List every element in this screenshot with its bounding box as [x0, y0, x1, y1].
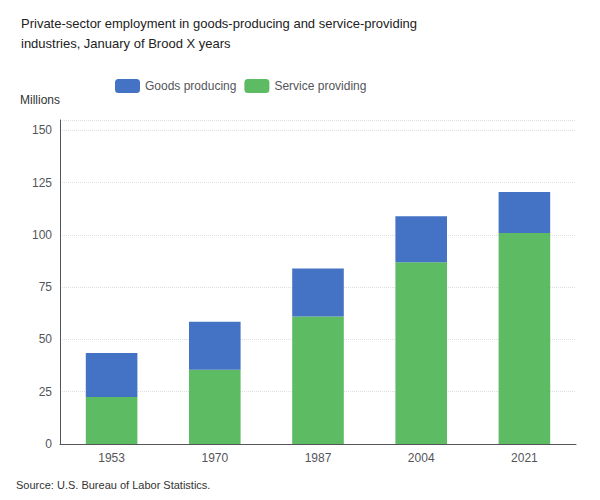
svg-text:Goods producing: Goods producing — [145, 79, 236, 93]
svg-text:100: 100 — [32, 228, 52, 242]
svg-text:Millions: Millions — [20, 93, 60, 107]
svg-text:1987: 1987 — [305, 451, 332, 465]
svg-text:1970: 1970 — [201, 451, 228, 465]
svg-text:Service providing: Service providing — [274, 79, 366, 93]
svg-text:2004: 2004 — [408, 451, 435, 465]
svg-text:125: 125 — [32, 176, 52, 190]
svg-text:industries, January of Brood X: industries, January of Brood X years — [21, 36, 231, 51]
svg-text:25: 25 — [39, 385, 53, 399]
svg-text:150: 150 — [32, 123, 52, 137]
svg-text:1953: 1953 — [98, 451, 125, 465]
svg-text:2021: 2021 — [511, 451, 538, 465]
svg-text:0: 0 — [45, 437, 52, 451]
svg-text:75: 75 — [39, 280, 53, 294]
svg-text:50: 50 — [39, 332, 53, 346]
svg-text:Source: U.S. Bureau of Labor S: Source: U.S. Bureau of Labor Statistics. — [16, 479, 210, 491]
svg-text:Private-sector employment in g: Private-sector employment in goods-produ… — [21, 16, 417, 31]
